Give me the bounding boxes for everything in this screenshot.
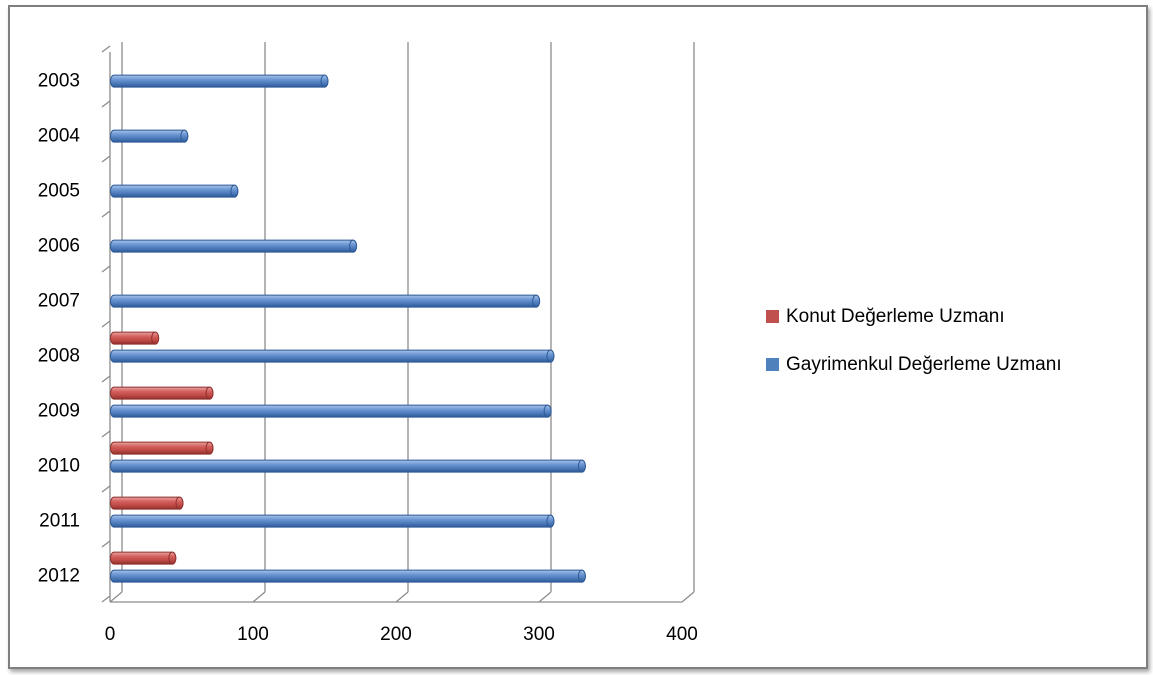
bar-body <box>110 404 552 418</box>
y-tick-label: 2007 <box>38 291 80 312</box>
bar-body <box>110 294 541 308</box>
bar-end-cap <box>168 551 177 565</box>
bar-end-cap <box>577 459 586 473</box>
y-tick <box>101 375 111 383</box>
y-tick-label: 2009 <box>38 401 80 422</box>
floor-line <box>252 591 266 603</box>
bar-end-cap <box>205 386 214 400</box>
y-tick <box>101 45 111 53</box>
bar-end-cap <box>577 569 586 583</box>
bar-chart: 0 100 200 300 400 2003 2004 2005 2006 2007 2008 200… <box>38 42 1062 645</box>
bar-body <box>110 569 586 583</box>
bar-end-cap <box>349 239 358 253</box>
bar-body <box>110 496 184 510</box>
bar-gayrimenkul <box>110 184 239 198</box>
bar-end-cap <box>320 74 329 88</box>
y-tick <box>101 430 111 438</box>
bar-end-cap <box>546 349 555 363</box>
x-tick-label: 100 <box>237 624 269 645</box>
y-tick-label: 2006 <box>38 236 80 257</box>
bar-konut <box>110 441 214 455</box>
y-tick-label: 2012 <box>38 566 80 587</box>
floor-line <box>681 591 695 603</box>
y-tick-label: 2003 <box>38 71 80 92</box>
bar-end-cap <box>546 514 555 528</box>
y-tick <box>101 595 111 603</box>
bar-gayrimenkul <box>110 459 586 473</box>
bar-gayrimenkul <box>110 239 358 253</box>
y-tick <box>101 265 111 273</box>
bar-body <box>110 441 214 455</box>
y-tick <box>101 210 111 218</box>
bar-end-cap <box>230 184 239 198</box>
legend-label: Gayrimenkul Değerleme Uzmanı <box>786 354 1062 375</box>
bar-gayrimenkul <box>110 569 586 583</box>
bar-end-cap <box>175 496 184 510</box>
bar-body <box>110 349 555 363</box>
y-tick-label: 2005 <box>38 181 80 202</box>
bar-body <box>110 551 177 565</box>
floor-line <box>109 591 123 603</box>
chart-frame: 0 100 200 300 400 2003 2004 2005 2006 2007 2008 200… <box>8 5 1148 669</box>
bar-gayrimenkul <box>110 514 555 528</box>
bar-konut <box>110 551 177 565</box>
y-tick <box>101 155 111 163</box>
bar-konut <box>110 496 184 510</box>
bar-end-cap <box>532 294 541 308</box>
legend-swatch <box>766 358 779 371</box>
legend-swatch <box>766 310 779 323</box>
x-tick-label: 0 <box>105 624 116 645</box>
bar-body <box>110 184 239 198</box>
x-tick-label: 300 <box>523 624 555 645</box>
y-tick <box>101 320 111 328</box>
bar-body <box>110 386 214 400</box>
y-tick <box>101 485 111 493</box>
bar-body <box>110 459 586 473</box>
bar-gayrimenkul <box>110 129 189 143</box>
y-tick <box>101 540 111 548</box>
bar-body <box>110 129 189 143</box>
y-tick-label: 2011 <box>39 511 80 532</box>
bar-gayrimenkul <box>110 404 552 418</box>
bar-gayrimenkul <box>110 349 555 363</box>
y-tick-label: 2010 <box>38 456 80 477</box>
bar-body <box>110 239 358 253</box>
bar-end-cap <box>151 331 160 345</box>
y-tick-label: 2004 <box>38 126 81 147</box>
bar-end-cap <box>205 441 214 455</box>
x-tick-label: 200 <box>380 624 412 645</box>
bar-gayrimenkul <box>110 74 329 88</box>
bar-konut <box>110 386 214 400</box>
bar-konut <box>110 331 160 345</box>
floor-line <box>395 591 409 603</box>
floor-line <box>538 591 552 603</box>
bar-end-cap <box>543 404 552 418</box>
bar-body <box>110 74 329 88</box>
y-tick <box>101 100 111 108</box>
bar-end-cap <box>180 129 189 143</box>
legend-label: Konut Değerleme Uzmanı <box>786 306 1005 327</box>
bar-body <box>110 514 555 528</box>
x-tick-label: 400 <box>666 624 698 645</box>
bar-gayrimenkul <box>110 294 541 308</box>
y-tick-label: 2008 <box>38 346 80 367</box>
